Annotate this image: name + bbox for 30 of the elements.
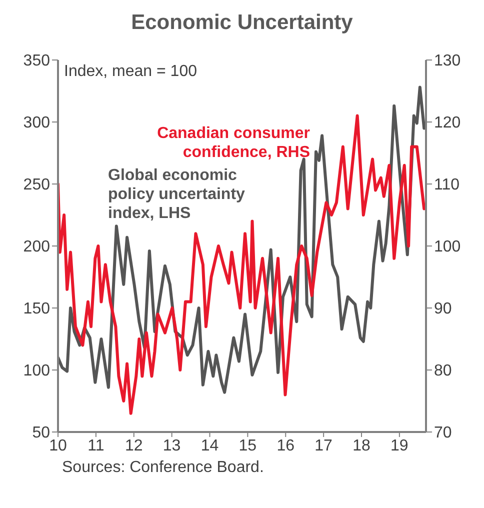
y-tick-label: 250 [23, 176, 50, 194]
x-tick-label: 10 [49, 437, 67, 454]
series-label: Canadian consumer confidence, RHS [157, 125, 310, 161]
annotation: Index, mean = 100 [64, 63, 198, 80]
y2-tick-label: 110 [434, 176, 460, 194]
x-tick-label: 19 [390, 437, 408, 454]
x-tick-label: 13 [162, 437, 181, 454]
y-tick-label: 350 [23, 52, 50, 70]
x-tick-label: 14 [200, 437, 219, 454]
x-tick-label: 15 [238, 437, 257, 454]
y2-tick-label: 100 [434, 238, 461, 256]
x-tick-label: 18 [352, 437, 371, 454]
y-tick-label: 100 [23, 362, 50, 380]
y-tick-label: 50 [32, 424, 50, 442]
y-tick-label: 300 [23, 114, 50, 132]
y2-tick-label: 120 [434, 114, 461, 132]
x-tick-label: 12 [124, 437, 143, 454]
y-tick-label: 200 [23, 238, 50, 256]
series-label: Global economic policy uncertainty index, LHS [108, 167, 246, 222]
line-series [58, 114, 426, 415]
chart-title: Economic Uncertainty [130, 10, 354, 36]
y2-tick-label: 70 [434, 424, 452, 442]
x-tick-label: 11 [88, 437, 104, 454]
x-tick-label: 16 [276, 437, 295, 454]
y2-tick-label: 80 [434, 362, 452, 380]
source-note: Sources: Conference Board. [61, 458, 265, 477]
y2-tick-label: 130 [434, 52, 461, 70]
y2-tick-label: 90 [434, 300, 452, 318]
y-tick-label: 150 [23, 300, 50, 318]
x-tick-label: 17 [314, 437, 333, 454]
